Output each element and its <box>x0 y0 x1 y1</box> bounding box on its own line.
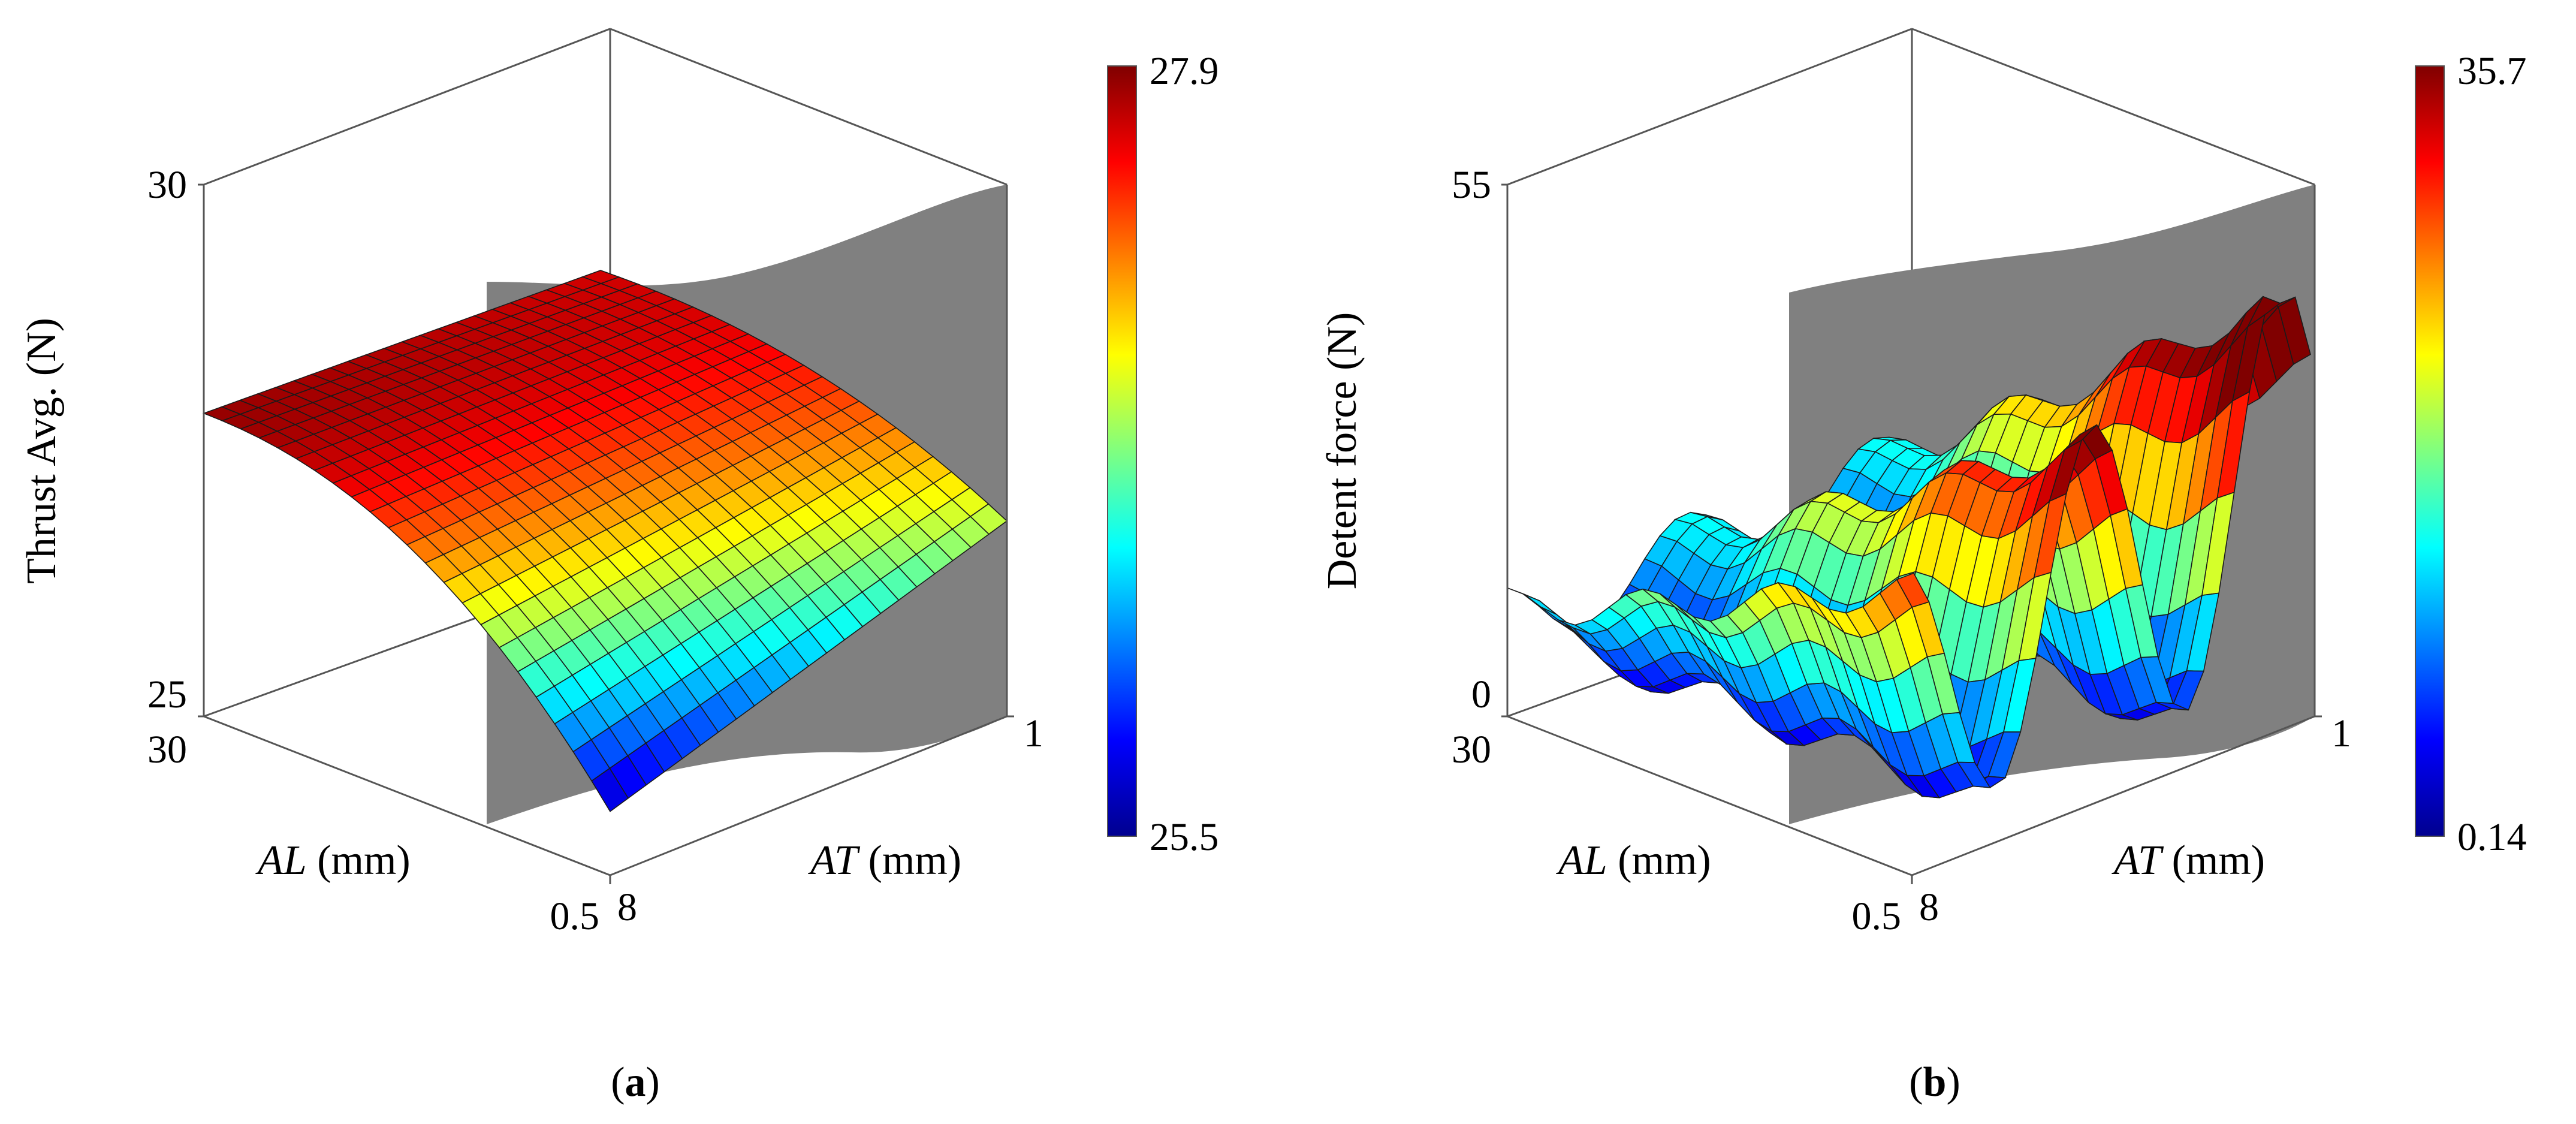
panel-a-zlabel: Thrust Avg. (N) <box>19 318 65 584</box>
surf-b-quad <box>1524 593 1557 615</box>
panel-b-caption-close: ) <box>1946 1059 1960 1105</box>
panel-b-z-tick-bottom: 0 <box>1471 673 1491 716</box>
panel-a-at-label: AT (mm) <box>808 837 961 884</box>
panel-b-at-label-unit: (mm) <box>2161 837 2265 884</box>
panel-a-caption: (a) <box>611 1059 660 1105</box>
panel-b-colorbar <box>2415 65 2445 837</box>
panel-a-al-tick-end: 0.5 <box>550 894 600 938</box>
panel-a: 30 25 30 0.5 8 1 Thrust Avg. (N) AL (mm)… <box>19 28 1219 1105</box>
panel-b-caption-letter: b <box>1923 1059 1947 1105</box>
panel-b-al-tick-end: 0.5 <box>1852 894 1902 938</box>
panel-b-z-tick-top: 55 <box>1452 163 1491 207</box>
panel-a-at-label-unit: (mm) <box>858 837 961 884</box>
panel-a-al-label-unit: (mm) <box>307 837 411 884</box>
panel-b-caption-open: ( <box>1909 1059 1923 1105</box>
panel-a-al-label: AL (mm) <box>255 837 411 884</box>
panel-a-colorbar-max: 27.9 <box>1150 49 1219 93</box>
panel-b-caption: (b) <box>1909 1059 1960 1105</box>
panel-a-z-tick-bottom: 25 <box>147 673 187 716</box>
panel-a-al-label-symbol: AL <box>255 837 307 884</box>
panel-b-at-tick-start: 8 <box>1919 885 1939 929</box>
panel-b-al-label-unit: (mm) <box>1607 837 1711 884</box>
panel-b-al-label-symbol: AL <box>1556 837 1607 884</box>
panel-a-surface <box>202 270 1008 812</box>
panel-a-box-front <box>198 183 1014 884</box>
panel-b-al-label: AL (mm) <box>1556 837 1711 884</box>
panel-a-at-tick-end: 1 <box>1024 712 1043 755</box>
panel-b-at-label: AT (mm) <box>2112 837 2265 884</box>
surf-a-quad <box>591 767 629 812</box>
surf-b-quad <box>1896 572 1930 608</box>
panel-a-al-tick-start: 30 <box>147 728 187 772</box>
panel-b-surface <box>1507 296 2311 798</box>
panel-a-caption-open: ( <box>611 1059 625 1105</box>
panel-a-colorbar <box>1107 65 1137 837</box>
panel-b: 55 0 30 0.5 8 1 Detent force (N) AL (mm)… <box>1319 28 2527 1105</box>
panel-a-z-tick-top: 30 <box>147 163 187 207</box>
panel-b-zlabel: Detent force (N) <box>1319 312 1365 590</box>
panel-a-caption-letter: a <box>625 1059 646 1105</box>
panel-a-colorbar-min: 25.5 <box>1150 815 1219 859</box>
panel-b-box-front <box>1501 183 2322 884</box>
panel-b-al-tick-start: 30 <box>1452 728 1491 772</box>
panel-a-caption-close: ) <box>646 1059 660 1105</box>
panel-a-at-label-symbol: AT <box>808 837 861 884</box>
panel-a-at-tick-start: 8 <box>617 885 637 929</box>
panel-b-colorbar-min: 0.14 <box>2457 815 2527 859</box>
panel-b-colorbar-max: 35.7 <box>2457 49 2527 93</box>
panel-b-at-label-symbol: AT <box>2112 837 2164 884</box>
panel-b-at-tick-end: 1 <box>2331 712 2351 755</box>
